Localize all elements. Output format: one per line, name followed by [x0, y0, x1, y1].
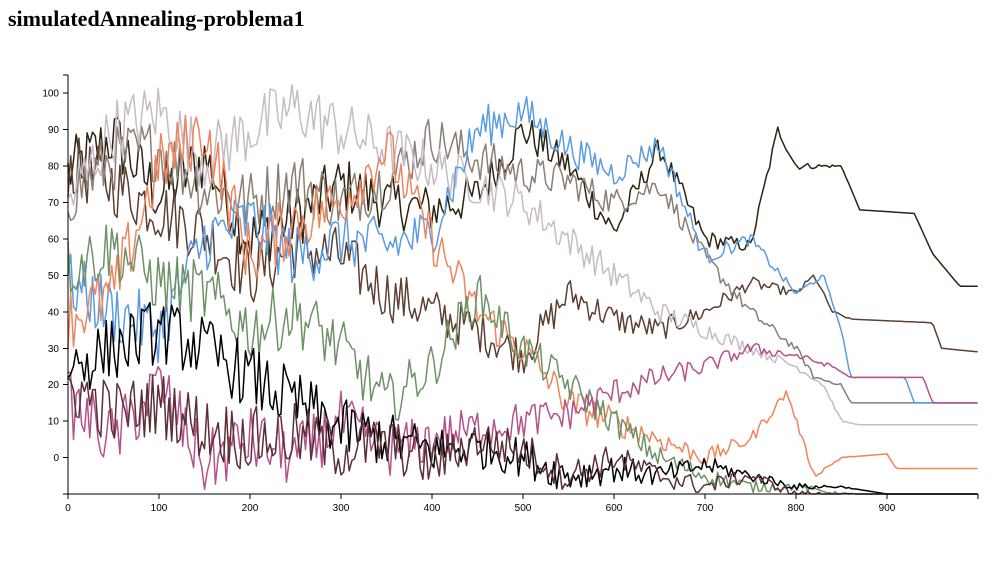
x-tick-label: 800 — [788, 503, 805, 514]
x-tick-label: 700 — [697, 503, 714, 514]
y-tick-label: 60 — [48, 234, 60, 245]
x-tick-label: 100 — [151, 503, 168, 514]
y-tick-label: 90 — [48, 125, 60, 136]
y-axis-ticks: 0 10 20 30 40 50 60 70 80 90 100 — [42, 74, 68, 495]
x-tick-label: 900 — [879, 503, 896, 514]
series-line-9 — [67, 301, 978, 495]
x-axis-ticks: 0 100 200 300 400 500 600 700 800 900 — [65, 494, 979, 514]
y-tick-label: 100 — [42, 89, 59, 100]
series-line-6 — [67, 114, 978, 477]
series-line-1 — [67, 116, 978, 288]
y-tick-label: 0 — [53, 453, 59, 464]
y-tick-label: 30 — [48, 344, 60, 355]
y-tick-label: 50 — [48, 271, 60, 282]
x-tick-label: 600 — [606, 503, 623, 514]
y-tick-label: 40 — [48, 307, 60, 318]
chart-title: simulatedAnnealing-problema1 — [8, 6, 305, 31]
series-line-2 — [67, 137, 978, 374]
x-tick-label: 0 — [65, 503, 71, 514]
y-tick-label: 80 — [48, 162, 60, 173]
series-line-3 — [67, 118, 978, 404]
y-tick-label: 10 — [48, 417, 60, 428]
series-line-8 — [67, 342, 978, 490]
x-tick-label: 400 — [424, 503, 441, 514]
x-tick-label: 300 — [333, 503, 350, 514]
y-tick-label: 20 — [48, 380, 60, 391]
series-line-10 — [67, 374, 978, 495]
y-tick-label: 70 — [48, 198, 60, 209]
series-layer — [67, 83, 978, 495]
series-line-7 — [67, 224, 978, 495]
x-tick-label: 500 — [515, 503, 532, 514]
series-line-5 — [67, 95, 978, 404]
x-tick-label: 200 — [242, 503, 259, 514]
series-line-4 — [67, 83, 978, 426]
